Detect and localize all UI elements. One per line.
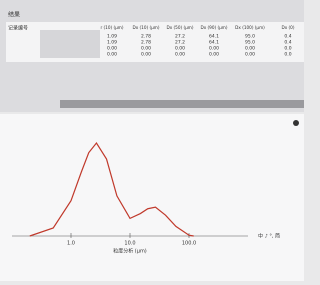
- settings-icon[interactable]: [293, 120, 299, 126]
- cell: 0.00: [141, 52, 151, 58]
- ime-status: 中 ♪ °, 简: [258, 233, 280, 240]
- cell: 95.0: [245, 34, 255, 40]
- cell: 0.00: [245, 46, 255, 52]
- cell: 2.78: [141, 34, 151, 40]
- x-tick-label: 10.0: [124, 241, 135, 247]
- column-header: r (10) (μm): [101, 25, 124, 30]
- cell: 64.1: [209, 34, 219, 40]
- x-tick-label: 100.0: [182, 241, 196, 247]
- screen: 结果 中 ♪ °, 简 记录编号 r (10) (μm) Dx (10) (μm) D…: [0, 0, 304, 281]
- row-header: 记录编号: [8, 25, 28, 32]
- panel-title: 结果: [8, 11, 20, 19]
- cell: 2.78: [141, 40, 151, 46]
- page: 结果 中 ♪ °, 简 记录编号 r (10) (μm) Dx (10) (μm) D…: [0, 0, 304, 281]
- scrollbar[interactable]: [60, 100, 304, 108]
- cell: 0.00: [107, 46, 117, 52]
- cell: 0.4: [284, 34, 291, 40]
- cell: 0.0: [284, 46, 291, 52]
- cell: 0.00: [175, 52, 185, 58]
- chart-panel: [0, 114, 304, 281]
- column-header: Dx (50) (μm): [167, 25, 194, 30]
- cell: 1.09: [107, 40, 117, 46]
- cell: 0.00: [175, 46, 185, 52]
- cell: 1.09: [107, 34, 117, 40]
- cell: 0.00: [107, 52, 117, 58]
- cell: 95.0: [245, 40, 255, 46]
- cell: 27.2: [175, 40, 185, 46]
- column-header: Dx (100) (μm): [235, 25, 265, 30]
- cell: 0.4: [284, 40, 291, 46]
- column-header: Dx (10) (μm): [133, 25, 160, 30]
- x-axis-label: 粒度分析 (μm): [113, 248, 147, 255]
- cell: 0.00: [141, 46, 151, 52]
- cell: 0.00: [209, 46, 219, 52]
- column-header: Dx (0): [282, 25, 295, 30]
- column-header: Dx (90) (μm): [201, 25, 228, 30]
- cell: 27.2: [175, 34, 185, 40]
- cell: 0.00: [209, 52, 219, 58]
- cell: 0.00: [245, 52, 255, 58]
- cell: 0.0: [284, 52, 291, 58]
- x-tick-label: 1.0: [67, 241, 75, 247]
- cell: 64.1: [209, 40, 219, 46]
- blurred-cells: [40, 30, 100, 58]
